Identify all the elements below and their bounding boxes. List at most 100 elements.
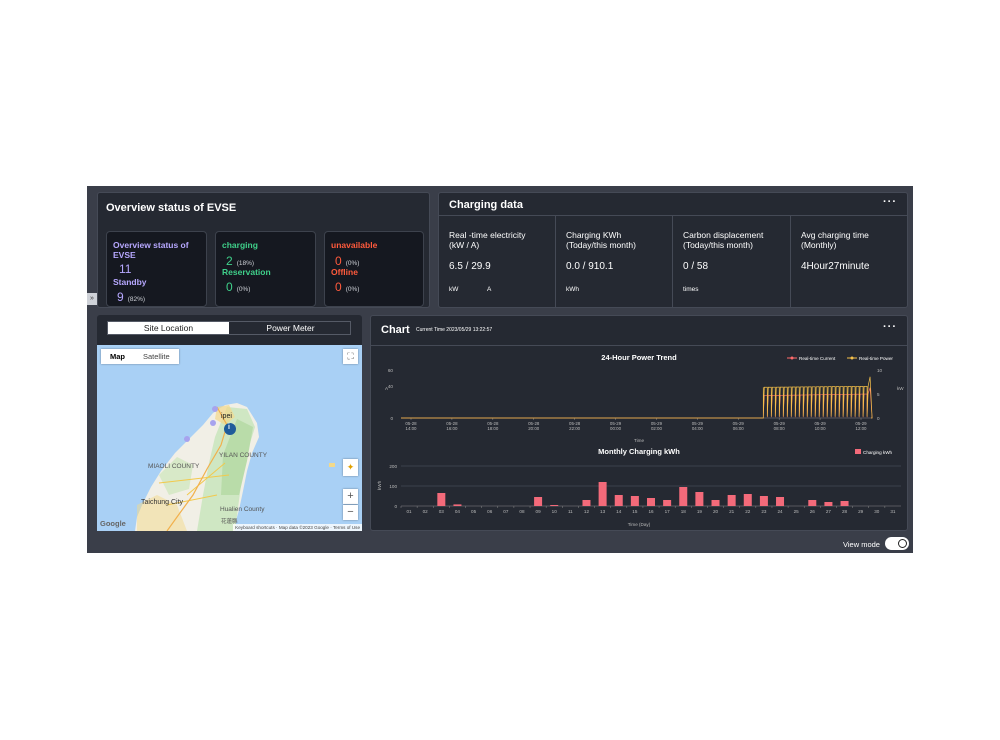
overview-card-total[interactable]: Overview status of EVSE 11 Standby 9 (82%… [106,231,207,307]
google-logo: Google [100,519,126,528]
monthly-x-tick-label: 21 [729,509,735,514]
monthly-bar [663,500,672,506]
monthly-bar [776,497,785,506]
monthly-x-tick-label: 15 [632,509,638,514]
map-label-hualien-zh: 花蓮縣 [221,519,238,525]
monthly-bar [614,495,623,506]
divider [439,215,907,216]
map-label-taipei: ipei [221,413,232,420]
tab-power-meter[interactable]: Power Meter [266,323,315,333]
trend-x-tick-label: 05-29 [774,421,786,426]
monthly-bar [630,496,639,506]
legend-current: Real-time Current [799,356,836,361]
monthly-x-tick-label: 06 [487,509,493,514]
monthly-x-tick-label: 03 [439,509,445,514]
monthly-x-tick-label: 19 [697,509,703,514]
trend-x-tick-label: 06:00 [733,426,745,431]
standby-label: Standby [113,277,147,287]
monthly-x-tick-label: 17 [665,509,671,514]
monthly-bar [582,500,591,506]
charts-svg: 24-Hour Power Trend Real-time Current Re… [377,353,904,527]
chart-panel: Chart Current Time 2023/05/29 13:22:57 ·… [370,315,908,531]
standby-value: 9 (82%) [117,290,146,304]
map-label-miaoli: MIAOLI COUNTY [148,463,200,470]
monthly-x-tick-label: 12 [584,509,590,514]
monthly-bar [647,498,655,506]
monthly-bar [759,496,768,506]
pin-label[interactable]: i [228,424,230,431]
monthly-y-tick: 0 [394,504,397,509]
realtime-electricity-value: 6.5 / 29.9 [449,261,491,272]
trend-x-tick-label: 08:00 [774,426,786,431]
avg-time-label: Avg charging time (Monthly) [801,230,869,250]
monthly-x-tick-label: 08 [519,509,525,514]
monthly-x-tick-label: 25 [794,509,800,514]
monthly-x-tick-label: 20 [713,509,719,514]
monthly-bar [534,497,543,506]
street-view-icon[interactable]: ✦ [343,459,358,476]
dashboard: » Overview status of EVSE Overview statu… [87,186,913,553]
overview-card-unavailable[interactable]: unavailable 0 (0%) Offline 0 (0%) [324,231,424,307]
map-button[interactable]: Map [110,352,125,361]
monthly-ylabel: kWh [377,480,382,490]
unavailable-value: 0 (0%) [335,254,360,268]
zoom-in-button[interactable]: + [343,489,358,504]
offline-value: 0 (0%) [335,280,360,294]
overview-panel: Overview status of EVSE Overview status … [97,192,430,308]
map[interactable]: i Map Satellite ⛶ ✦ + − ipei YILAN COUNT… [97,345,362,531]
map-type-toggle: Map Satellite [101,349,179,364]
monthly-bar [711,500,720,506]
reservation-label: Reservation [222,267,271,277]
toggle-knob [898,539,907,548]
monthly-x-tick-label: 24 [777,509,783,514]
trend-x-tick-label: 05-29 [855,421,867,426]
monthly-legend: Charging kWh [855,449,893,455]
trend-xlabel: Time [634,438,644,443]
realtime-electricity-label: Real -time electricity (kW / A) [449,230,526,250]
monthly-bar [453,504,462,506]
trend-x-tick-label: 12:00 [856,426,868,431]
total-value: 11 [119,262,132,276]
monthly-x-tick-label: 27 [826,509,832,514]
trend-x-tick-label: 10:00 [815,426,827,431]
trend-x-tick-label: 14:00 [406,426,418,431]
location-tabs: Site Location Power Meter [107,321,351,335]
charging-data-panel: Charging data ··· Real -time electricity… [438,192,908,308]
trend-x-tick-label: 18:00 [487,426,499,431]
monthly-x-tick-label: 23 [761,509,767,514]
zoom-out-button[interactable]: − [343,505,358,520]
trend-y-left-tick: 40 [388,384,394,389]
charging-data-title: Charging data [449,199,523,211]
view-mode-toggle[interactable] [885,537,909,550]
map-footer[interactable]: Keyboard shortcuts · Map data ©2023 Goog… [233,524,362,531]
overview-card-charging[interactable]: charging 2 (18%) Reservation 0 (0%) [215,231,316,307]
trend-x-tick-label: 16:00 [446,426,458,431]
chart-menu-icon[interactable]: ··· [883,321,897,333]
trend-x-tick-label: 05-29 [692,421,704,426]
monthly-x-tick-label: 14 [616,509,622,514]
monthly-x-tick-label: 02 [423,509,429,514]
trend-x-tick-label: 05-29 [814,421,826,426]
monthly-x-tick-label: 09 [536,509,542,514]
expand-sidebar-icon[interactable]: » [87,293,97,305]
monthly-bar [824,502,833,506]
map-label-yilan: YILAN COUNTY [219,452,268,459]
trend-plot: 04060051005-2814:0005-2816:0005-2818:000… [388,368,883,431]
trend-x-tick-label: 04:00 [692,426,704,431]
unit-times: times [683,286,699,293]
satellite-button[interactable]: Satellite [143,352,170,361]
view-mode-label: View mode [843,540,880,549]
avg-time-value: 4Hour27minute [801,261,870,272]
charging-kwh-label: Charging KWh (Today/this month) [566,230,636,250]
monthly-bar [743,494,752,506]
fullscreen-icon[interactable]: ⛶ [343,349,358,364]
monthly-bar [695,492,704,506]
charging-data-menu-icon[interactable]: ··· [883,196,897,208]
monthly-title: Monthly Charging kWh [598,447,680,456]
trend-y-right-tick: 10 [877,368,883,373]
trend-y-left-tick: 0 [390,416,393,421]
monthly-x-tick-label: 30 [874,509,880,514]
legend-charging-kwh: Charging kWh [863,450,893,455]
tab-site-location[interactable]: Site Location [108,322,229,334]
monthly-bar [437,493,446,506]
